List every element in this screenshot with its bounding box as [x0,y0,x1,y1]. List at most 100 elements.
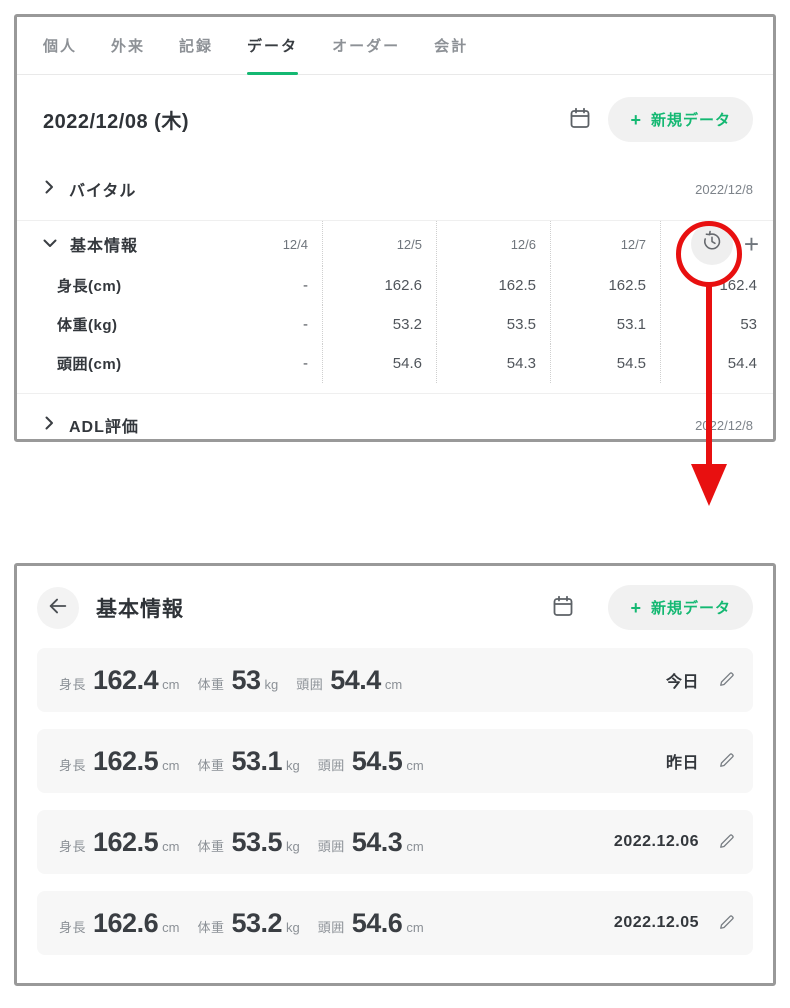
pencil-icon [717,831,737,854]
row-label-weight: 体重(kg) [57,317,118,334]
table-cell: - [209,344,323,383]
table-cell: 53.5 [437,305,551,344]
basic-info-history-panel: 基本情報 + 新規データ 身長 162.4 cm 体重 53 [14,563,776,986]
new-data-button[interactable]: + 新規データ [608,585,753,630]
height-unit: cm [162,919,180,935]
tab-personal[interactable]: 個人 [43,38,78,55]
basic-info-table: 基本情報 12/4 12/5 12/6 12/7 + [17,221,773,393]
table-cell: 54.3 [437,344,551,383]
tab-orders[interactable]: オーダー [332,38,401,55]
head-unit: cm [406,757,424,773]
current-date-title: 2022/12/08 (木) [43,111,189,133]
height-label: 身長 [59,757,87,773]
column-header-date: 12/5 [323,221,437,266]
height-value: 162.5 [93,826,159,857]
table-cell: - [209,266,323,305]
head-label: 頭囲 [296,676,324,692]
basic-info-section-label: 基本情報 [70,237,139,255]
measurement-entry: 身長 162.4 cm 体重 53 kg 頭囲 54.4 cm 今日 [37,648,753,712]
head-label: 頭囲 [317,757,345,773]
pencil-icon [717,669,737,692]
weight-value: 53.1 [231,745,283,776]
height-label: 身長 [59,919,87,935]
calendar-icon [551,594,575,621]
weight-unit: kg [286,919,300,935]
chevron-down-icon [43,235,57,253]
column-header-date: 12/7 [551,221,661,266]
history-button[interactable] [690,222,733,265]
row-label-head-circumference: 頭囲(cm) [57,356,122,373]
head-unit: cm [384,676,403,692]
head-label: 頭囲 [317,838,345,854]
head-value: 54.3 [351,826,403,857]
table-cell: 54.4 [727,355,757,372]
weight-label: 体重 [197,919,225,935]
weight-label: 体重 [197,838,225,854]
calendar-button[interactable] [547,590,579,625]
section-vitals[interactable]: バイタル 2022/12/8 [17,158,773,221]
table-cell: 162.4 [719,277,757,294]
adl-section-label: ADL評価 [69,419,139,436]
table-cell: 53.2 [323,305,437,344]
head-unit: cm [406,919,424,935]
section-adl[interactable]: ADL評価 2022/12/8 [17,393,773,456]
table-cell: 54.6 [323,344,437,383]
table-cell: 53 [740,316,757,333]
tab-accounting[interactable]: 会計 [434,38,469,55]
column-header-date: 12/4 [209,221,323,266]
weight-value: 53.2 [231,907,283,938]
entry-date: 2022.12.05 [613,914,699,931]
entry-date: 2022.12.06 [613,833,699,850]
table-cell: 53.1 [551,305,661,344]
chevron-right-icon [45,416,54,435]
measurement-entry: 身長 162.5 cm 体重 53.1 kg 頭囲 54.5 cm 昨日 [37,729,753,793]
height-unit: cm [162,676,180,692]
column-header-date: 12/6 [437,221,551,266]
edit-button[interactable] [717,669,737,692]
table-cell: 162.5 [551,266,661,305]
pencil-icon [717,912,737,935]
edit-button[interactable] [717,831,737,854]
calendar-icon [568,106,592,133]
new-data-button-label: 新規データ [650,112,731,129]
plus-icon: + [630,597,642,618]
tab-bar: 個人 外来 記録 データ オーダー 会計 [17,17,773,75]
weight-value: 53 [231,664,261,695]
add-entry-button[interactable]: + [743,228,759,259]
entry-date: 昨日 [665,755,699,772]
weight-label: 体重 [197,676,225,692]
measurement-entry-list: 身長 162.4 cm 体重 53 kg 頭囲 54.4 cm 今日 身長 16… [17,644,773,955]
table-cell: 162.6 [323,266,437,305]
height-value: 162.4 [93,664,159,695]
measurement-entry: 身長 162.5 cm 体重 53.5 kg 頭囲 54.3 cm 2022.1… [37,810,753,874]
back-button[interactable] [37,586,79,629]
head-value: 54.5 [351,745,403,776]
tab-outpatient[interactable]: 外来 [111,38,146,55]
table-cell: 162.5 [437,266,551,305]
weight-unit: kg [286,757,300,773]
height-label: 身長 [59,676,87,692]
weight-unit: kg [264,676,279,692]
pencil-icon [717,750,737,773]
section-basic-info[interactable]: 基本情報 [43,222,209,266]
tab-records[interactable]: 記録 [179,38,214,55]
vitals-section-date: 2022/12/8 [695,181,753,197]
edit-button[interactable] [717,750,737,773]
data-overview-panel: 個人 外来 記録 データ オーダー 会計 2022/12/08 (木) + 新規… [14,14,776,442]
edit-button[interactable] [717,912,737,935]
detail-title: 基本情報 [96,597,184,621]
vitals-section-label: バイタル [69,183,137,200]
measurement-entry: 身長 162.6 cm 体重 53.2 kg 頭囲 54.6 cm 2022.1… [37,891,753,955]
tab-data[interactable]: データ [247,17,299,75]
back-arrow-icon [47,595,69,620]
calendar-button[interactable] [564,102,596,137]
head-label: 頭囲 [317,919,345,935]
chevron-right-icon [45,180,54,199]
head-value: 54.4 [330,664,381,695]
new-data-button[interactable]: + 新規データ [608,97,753,142]
row-label-height: 身長(cm) [57,278,122,295]
adl-section-date: 2022/12/8 [695,417,753,433]
height-label: 身長 [59,838,87,854]
table-cell: - [209,305,323,344]
annotation-arrow-head [691,464,727,506]
